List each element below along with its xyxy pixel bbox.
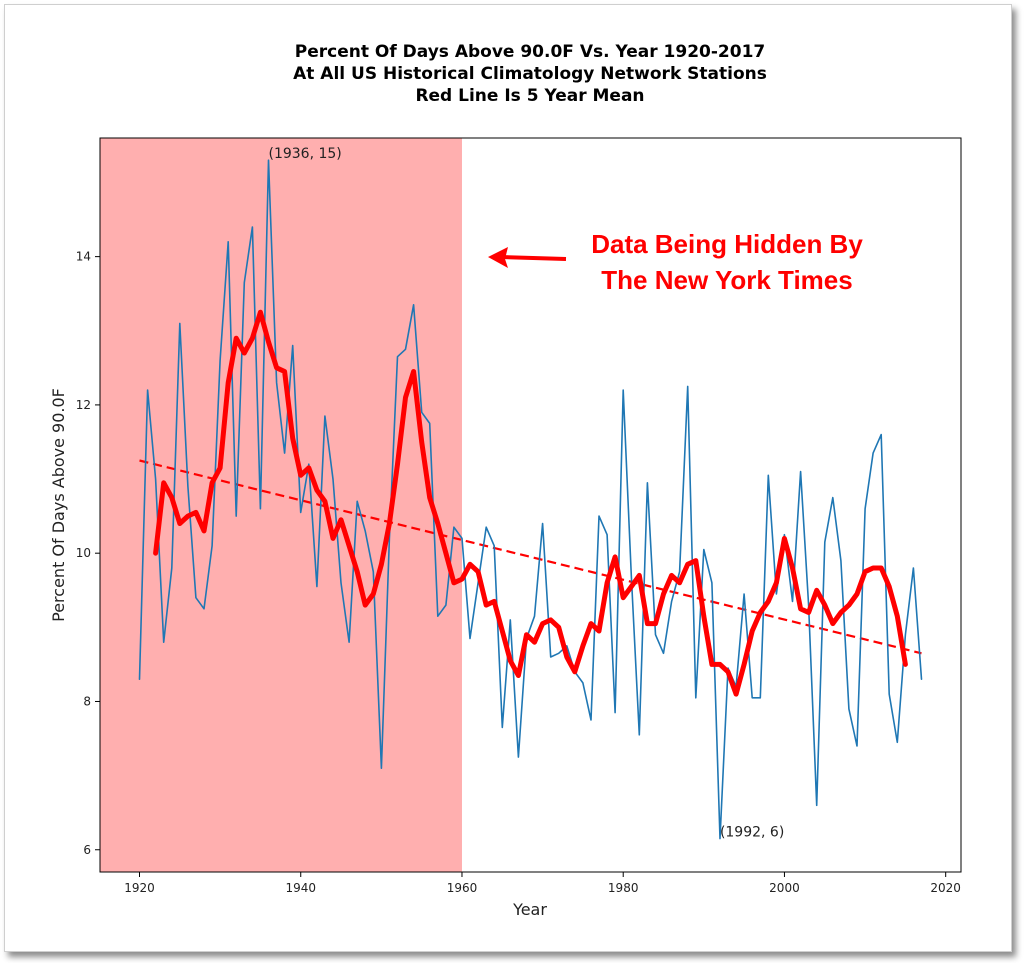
callout-arrow [488, 247, 567, 268]
chart-title: Percent Of Days Above 90.0F Vs. Year 192… [293, 42, 767, 106]
x-tick-label: 2000 [769, 881, 800, 895]
x-axis-label: Year [512, 900, 547, 919]
title-line-1: Percent Of Days Above 90.0F Vs. Year 192… [295, 42, 765, 62]
shaded-region [100, 138, 462, 872]
x-tick-label: 1960 [447, 881, 478, 895]
title-line-2: At All US Historical Climatology Network… [293, 64, 767, 84]
callout-line-2: The New York Times [601, 265, 852, 295]
y-tick-label: 6 [83, 843, 91, 857]
annual-series-layer [138, 159, 923, 840]
trend-line-layer [139, 459, 922, 655]
title-line-3: Red Line Is 5 Year Mean [415, 86, 644, 106]
x-tick-label: 2020 [930, 881, 961, 895]
trend-line [139, 459, 922, 655]
y-axis-ticks: 6 8 10 12 14 [76, 250, 100, 857]
mean-series-layer [153, 309, 908, 697]
y-axis-label: Percent Of Days Above 90.0F [49, 388, 68, 622]
mean-series-line [153, 309, 908, 697]
x-tick-label: 1980 [608, 881, 639, 895]
plot-area-border [99, 137, 962, 873]
y-tick-label: 14 [76, 250, 91, 264]
y-tick-label: 12 [76, 398, 91, 412]
annual-series-line [138, 159, 923, 840]
annotation-max: (1936, 15) [268, 146, 341, 162]
callout-line-1: Data Being Hidden By [591, 229, 863, 259]
annotation-min: (1992, 6) [720, 825, 784, 841]
y-tick-label: 10 [76, 546, 91, 560]
x-tick-label: 1940 [285, 881, 316, 895]
x-tick-label: 1920 [124, 881, 155, 895]
x-axis-ticks: 1920 1940 1960 1980 2000 2020 [124, 872, 961, 895]
y-tick-label: 8 [83, 694, 91, 708]
